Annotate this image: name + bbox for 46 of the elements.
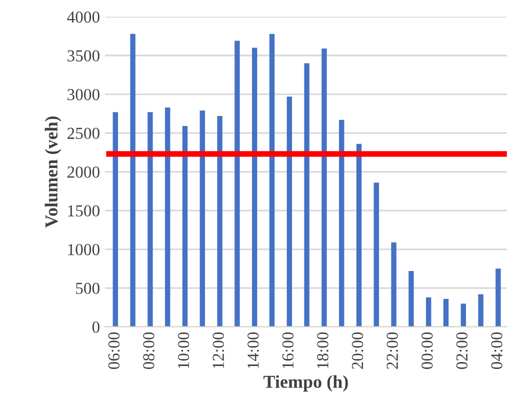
x-tick-label: 22:00 xyxy=(386,332,398,369)
bar xyxy=(322,48,327,327)
bar xyxy=(460,304,466,327)
y-tick-label: 2500 xyxy=(67,128,100,139)
x-tick-label: 20:00 xyxy=(352,332,364,369)
y-tick-label: 1000 xyxy=(68,244,100,256)
x-tick-label: 10:00 xyxy=(178,332,190,368)
y-tick-label: 3000 xyxy=(68,88,100,100)
y-tick-label: 3500 xyxy=(68,50,100,62)
bar xyxy=(234,40,240,327)
bar xyxy=(478,294,484,327)
x-tick-label: 00:00 xyxy=(422,332,433,370)
bar xyxy=(148,112,153,327)
bar xyxy=(374,182,379,327)
x-tick-label: 04:00 xyxy=(491,332,502,370)
x-tick-label: 14:00 xyxy=(248,332,259,368)
bar xyxy=(408,271,414,327)
bar xyxy=(200,110,206,327)
bar xyxy=(112,112,118,327)
bar xyxy=(338,120,344,327)
bar xyxy=(269,34,275,327)
bar xyxy=(391,242,396,327)
y-tick-label: 0 xyxy=(92,322,100,333)
y-tick-label: 500 xyxy=(76,282,100,294)
bar xyxy=(304,63,310,327)
y-tick-label: 4000 xyxy=(67,11,100,23)
x-tick-label: 18:00 xyxy=(317,332,328,368)
y-tick-label: 2000 xyxy=(67,166,100,178)
x-tick-label: 12:00 xyxy=(212,332,224,368)
x-tick-label: 06:00 xyxy=(108,332,120,370)
bar xyxy=(130,34,136,327)
y-axis-title: Volumen (veh) xyxy=(44,116,62,228)
bar xyxy=(182,126,188,327)
x-tick-label: 08:00 xyxy=(143,332,154,370)
x-tick-label: 02:00 xyxy=(456,332,468,370)
bar xyxy=(426,297,432,327)
y-tick-label: 1500 xyxy=(68,205,100,216)
bar xyxy=(217,116,222,327)
x-axis-title: Tiempo (h) xyxy=(263,375,348,392)
bar xyxy=(252,48,258,327)
x-tick-label: 16:00 xyxy=(282,332,294,368)
bar xyxy=(164,107,170,327)
bar xyxy=(286,96,292,327)
bar xyxy=(496,268,501,327)
bar xyxy=(443,298,449,327)
bar xyxy=(356,144,362,327)
